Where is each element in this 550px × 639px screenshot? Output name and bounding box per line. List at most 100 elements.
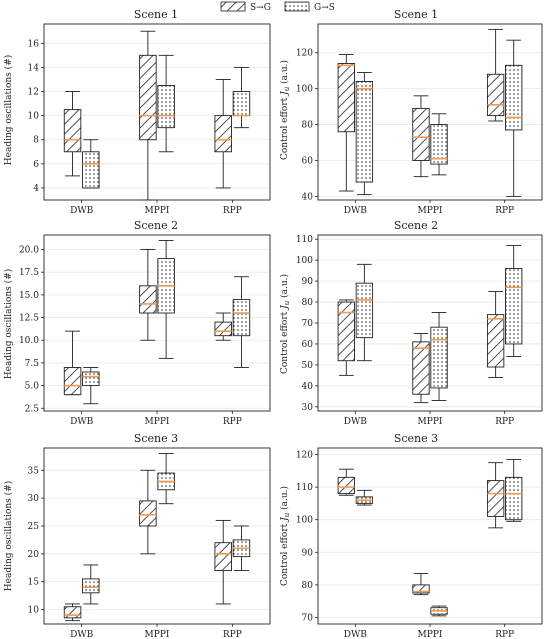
x-tick-label: RPP bbox=[495, 206, 514, 216]
box bbox=[232, 91, 251, 117]
x-tick-label: RPP bbox=[495, 417, 514, 427]
y-tick-label: 100 bbox=[296, 516, 313, 526]
y-axis-label: Control effort Ju (a.u.) bbox=[279, 274, 291, 374]
y-tick-label: 35 bbox=[28, 466, 40, 476]
y-tick-label: 110 bbox=[296, 235, 313, 245]
y-tick-label: 60 bbox=[302, 156, 314, 166]
y-tick-label: 15.0 bbox=[19, 291, 39, 301]
y-tick-label: 120 bbox=[296, 451, 313, 461]
y-tick-label: 90 bbox=[302, 548, 314, 558]
box bbox=[430, 124, 448, 165]
y-tick-label: 12 bbox=[28, 88, 39, 98]
panel-scene2-effort: Scene 2 Control effort Ju (a.u.) 30 40 50 6… bbox=[279, 219, 543, 427]
box bbox=[82, 371, 100, 387]
box bbox=[82, 578, 100, 594]
y-tick-label: 2.5 bbox=[25, 404, 40, 414]
x-tick-label: MPPI bbox=[145, 206, 170, 216]
box bbox=[355, 282, 374, 339]
y-axis-label: Heading oscillations (#) bbox=[3, 269, 14, 379]
y-tick-label: 7.5 bbox=[25, 359, 40, 369]
y-tick-label: 40 bbox=[302, 382, 314, 392]
box bbox=[430, 326, 448, 389]
x-tick-label: MPPI bbox=[418, 206, 443, 216]
box bbox=[337, 63, 355, 133]
panel-scene3-effort: Scene 3 Control effort Ju (a.u.) 70 80 90 1… bbox=[279, 432, 543, 639]
box bbox=[412, 341, 430, 395]
box bbox=[232, 298, 251, 337]
plot-frame bbox=[43, 447, 271, 625]
panel-scene1-heading: Scene 1 Heading oscillations (#) 4 6 8 10 12… bbox=[3, 8, 271, 216]
y-tick-label: 60 bbox=[302, 340, 314, 350]
y-tick-label: 8 bbox=[33, 136, 39, 146]
x-tick-label: DWB bbox=[344, 630, 367, 639]
y-tick-label: 5.0 bbox=[25, 382, 40, 392]
panel-scene2-heading: Scene 2 Heading oscillations (#) 2.5 5.0 7… bbox=[3, 219, 271, 427]
y-tick-label: 17.5 bbox=[19, 268, 39, 278]
y-tick-label: 4 bbox=[33, 184, 39, 194]
y-tick-label: 50 bbox=[302, 361, 314, 371]
box bbox=[337, 301, 355, 362]
y-tick-label: 14 bbox=[28, 63, 40, 73]
y-tick-label: 80 bbox=[302, 121, 314, 131]
y-tick-label: 120 bbox=[296, 49, 313, 59]
x-tick-label: MPPI bbox=[145, 417, 170, 427]
x-tick-label: RPP bbox=[223, 630, 242, 639]
box bbox=[63, 367, 82, 396]
y-tick-label: 20 bbox=[28, 550, 40, 560]
box bbox=[214, 321, 232, 337]
y-tick-label: 110 bbox=[296, 483, 313, 493]
y-tick-label: 100 bbox=[296, 256, 313, 266]
y-tick-label: 30 bbox=[28, 494, 40, 504]
y-tick-label: 80 bbox=[302, 298, 314, 308]
x-tick-label: MPPI bbox=[145, 630, 170, 639]
x-tick-label: DWB bbox=[70, 417, 93, 427]
panel-title: Scene 1 bbox=[394, 8, 438, 21]
legend-swatch-hatch bbox=[220, 1, 246, 12]
plot-frame bbox=[317, 447, 543, 625]
legend-label-s-to-g: S→G bbox=[250, 3, 271, 13]
y-tick-label: 100 bbox=[296, 85, 313, 95]
x-tick-label: MPPI bbox=[418, 630, 443, 639]
panel-title: Scene 2 bbox=[394, 219, 438, 232]
x-tick-label: RPP bbox=[495, 630, 514, 639]
box bbox=[412, 107, 430, 161]
y-tick-label: 30 bbox=[302, 403, 314, 413]
box bbox=[486, 73, 505, 117]
panel-scene1-effort: Scene 1 Control effort Ju (a.u.) 40 60 80 1… bbox=[279, 8, 543, 216]
box bbox=[63, 109, 82, 153]
panel-title: Scene 3 bbox=[394, 432, 438, 445]
box bbox=[505, 64, 523, 131]
legend: S→G G→S bbox=[220, 1, 335, 13]
panel-title: Scene 2 bbox=[134, 219, 178, 232]
box bbox=[505, 268, 523, 345]
y-tick-label: 10 bbox=[28, 112, 40, 122]
box bbox=[486, 314, 505, 368]
x-tick-label: MPPI bbox=[418, 417, 443, 427]
y-axis-label: Heading oscillations (#) bbox=[3, 481, 14, 591]
box bbox=[139, 500, 157, 527]
x-tick-label: RPP bbox=[223, 206, 242, 216]
box bbox=[63, 606, 82, 619]
y-axis-label: Control effort Ju (a.u.) bbox=[279, 60, 291, 160]
y-tick-label: 70 bbox=[302, 319, 314, 329]
y-tick-label: 6 bbox=[33, 160, 39, 170]
y-tick-label: 25 bbox=[28, 522, 40, 532]
y-tick-label: 20.0 bbox=[19, 246, 39, 256]
box bbox=[214, 115, 232, 153]
legend-swatch-dots bbox=[284, 1, 310, 12]
y-tick-label: 90 bbox=[302, 277, 314, 287]
x-tick-label: DWB bbox=[344, 417, 367, 427]
y-axis-label: Heading oscillations (#) bbox=[3, 55, 14, 165]
x-tick-label: DWB bbox=[70, 630, 93, 639]
y-tick-label: 10.0 bbox=[19, 336, 39, 346]
box bbox=[157, 85, 175, 129]
panel-scene3-heading: Scene 3 Heading oscillations (#) 10 15 20 2… bbox=[3, 432, 271, 639]
panel-title: Scene 3 bbox=[134, 432, 178, 445]
box bbox=[139, 285, 157, 314]
box bbox=[505, 476, 523, 521]
y-tick-label: 12.5 bbox=[19, 314, 39, 324]
y-tick-label: 16 bbox=[28, 39, 40, 49]
panel-title: Scene 1 bbox=[134, 8, 178, 21]
box bbox=[82, 151, 100, 189]
